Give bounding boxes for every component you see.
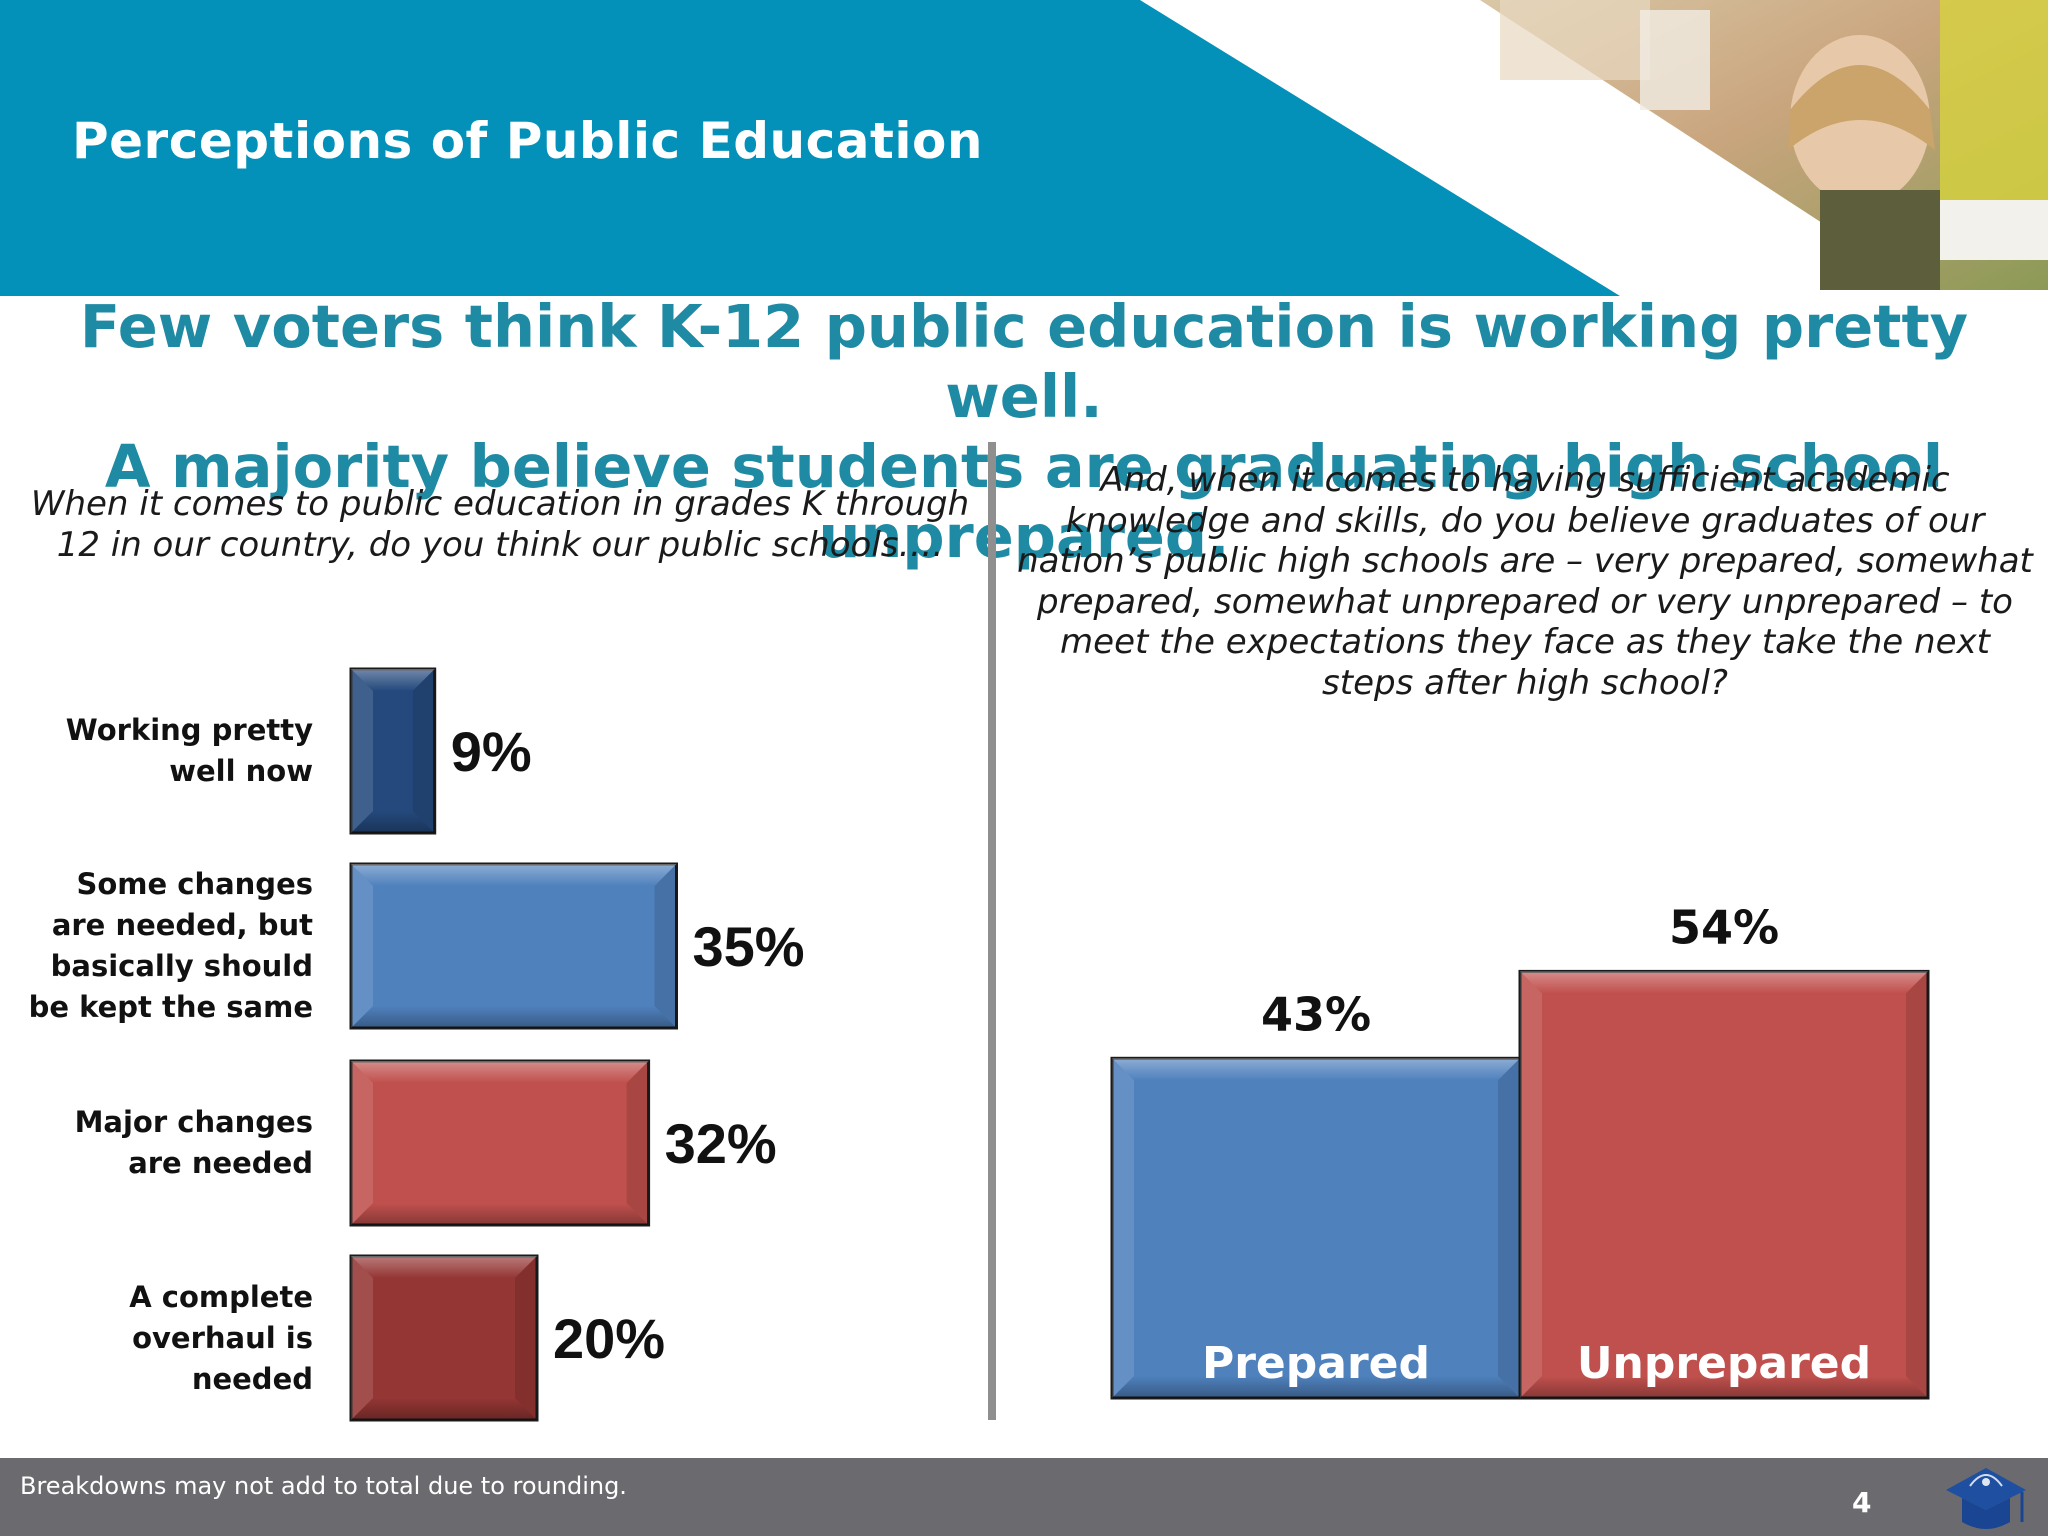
left-category-label-line: are needed	[128, 1146, 313, 1180]
left-bar-value-label-1: 9%	[451, 720, 532, 783]
classroom-student-photo-icon	[1480, 0, 2048, 290]
left-bar-4	[349, 1254, 539, 1422]
right-bar-category-label-1: Prepared	[1202, 1338, 1430, 1389]
column-divider	[988, 442, 996, 1420]
left-category-label-3: Major changes are needed	[13, 1102, 313, 1184]
right-question: And, when it comes to having sufficient …	[1017, 460, 2033, 703]
left-bar-2	[349, 862, 678, 1030]
footer: Breakdowns may not add to total due to r…	[0, 1458, 2048, 1536]
right-bar-value-label-2: 54%	[1669, 900, 1779, 954]
footnote: Breakdowns may not add to total due to r…	[20, 1472, 627, 1500]
left-category-label-2: Some changes are needed, but basically sho…	[13, 864, 313, 1028]
left-category-label-line: A complete	[129, 1279, 313, 1314]
left-category-label-line: needed	[191, 1361, 313, 1396]
left-category-label-line: Working pretty	[65, 713, 313, 747]
left-category-label-line: Some changes	[76, 867, 313, 901]
right-bar-chart: 43% Prepared 54% Unprepared	[1110, 900, 1930, 1400]
left-category-label-line: overhaul is	[132, 1320, 313, 1355]
left-category-label-line: basically should	[50, 949, 313, 983]
left-bar-value-label-2: 35%	[693, 915, 805, 978]
left-category-label-4: A complete overhaul is needed	[13, 1277, 313, 1400]
left-bar-3	[349, 1059, 651, 1227]
left-category-label-1: Working pretty well now	[13, 710, 313, 792]
left-bar-chart: 9% 35% 32% 20%	[349, 667, 805, 1422]
right-bar-2	[1518, 969, 1930, 1400]
left-category-label-line: be kept the same	[28, 990, 313, 1024]
header-band	[0, 0, 2048, 296]
headline-line-1: Few voters think K-12 public education i…	[79, 292, 1969, 431]
graduation-cap-logo-icon	[1946, 1468, 2026, 1529]
headline: Few voters think K-12 public education i…	[0, 292, 2048, 572]
page-number: 4	[1852, 1486, 1872, 1519]
left-category-label-line: Major changes	[74, 1105, 313, 1139]
left-question: When it comes to public education in gra…	[30, 484, 970, 565]
right-bar-category-label-2: Unprepared	[1577, 1338, 1871, 1389]
right-bar-1	[1110, 1056, 1522, 1400]
left-category-label-line: well now	[169, 754, 313, 788]
left-bar-value-label-3: 32%	[665, 1112, 777, 1175]
left-bar-value-label-4: 20%	[553, 1307, 665, 1370]
right-bar-value-label-1: 43%	[1261, 987, 1371, 1041]
left-bar-1	[349, 667, 437, 835]
header-title: Perceptions of Public Education	[72, 112, 983, 170]
headline-line-2: A majority believe students are graduati…	[104, 432, 1944, 571]
left-category-label-line: are needed, but	[51, 908, 313, 942]
